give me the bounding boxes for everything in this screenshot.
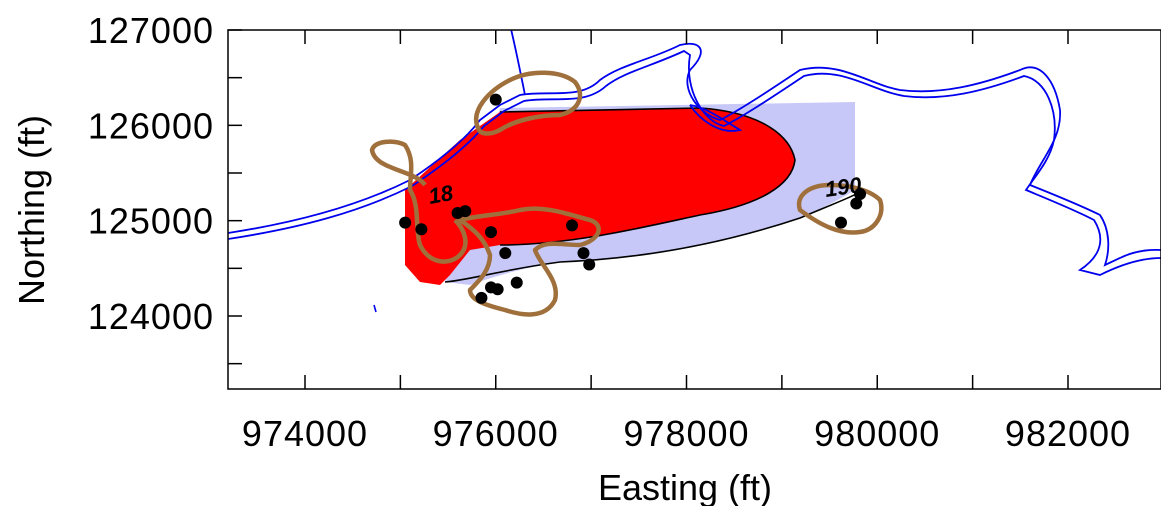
plume-core-area	[405, 108, 795, 285]
well-point	[566, 219, 579, 232]
river-south-bank	[228, 49, 1161, 276]
well-point	[484, 226, 497, 239]
contour-label-18: 18	[427, 180, 456, 209]
well-point	[491, 283, 504, 296]
monitoring-wells	[399, 93, 867, 304]
well-point	[499, 247, 512, 260]
plume-boundary-line	[444, 191, 861, 283]
y-tick-label: 125000	[88, 201, 214, 242]
wetland-outline-north	[474, 70, 583, 136]
x-tick-label: 980000	[814, 413, 940, 454]
river-north-bank	[228, 42, 1161, 267]
contour-label-190: 190	[823, 172, 864, 202]
x-axis-title: Easting (ft)	[598, 467, 772, 506]
well-point	[489, 93, 502, 106]
well-point	[835, 216, 848, 229]
plume-core-outline	[499, 107, 796, 246]
y-tick-label: 124000	[88, 296, 214, 337]
well-point	[854, 187, 867, 200]
plot-area: 18 190	[228, 30, 1161, 317]
y-axis-title: Northing (ft)	[11, 115, 52, 305]
wetland-outline-east	[796, 182, 884, 235]
x-tick-label: 982000	[1005, 413, 1131, 454]
well-point	[475, 291, 488, 304]
well-point	[583, 258, 596, 271]
x-tick-label: 976000	[433, 413, 559, 454]
plot-frame	[227, 29, 1161, 390]
well-point	[415, 223, 428, 236]
river-small-mark	[373, 304, 377, 313]
well-point	[850, 197, 863, 210]
y-tick-label: 127000	[88, 10, 214, 51]
well-point	[577, 247, 590, 260]
wetland-outlines	[369, 70, 884, 317]
wetland-outline-west	[369, 139, 468, 264]
wetland-outline-center	[457, 206, 601, 317]
well-point	[510, 276, 523, 289]
y-tick-label: 126000	[88, 105, 214, 146]
well-point	[399, 216, 412, 229]
y-axis: 124000 125000 126000 127000	[88, 10, 242, 365]
x-tick-label: 974000	[242, 413, 368, 454]
well-point	[459, 205, 472, 218]
x-axis: 974000 976000 978000 980000 982000	[242, 30, 1131, 454]
x-tick-label: 978000	[623, 413, 749, 454]
